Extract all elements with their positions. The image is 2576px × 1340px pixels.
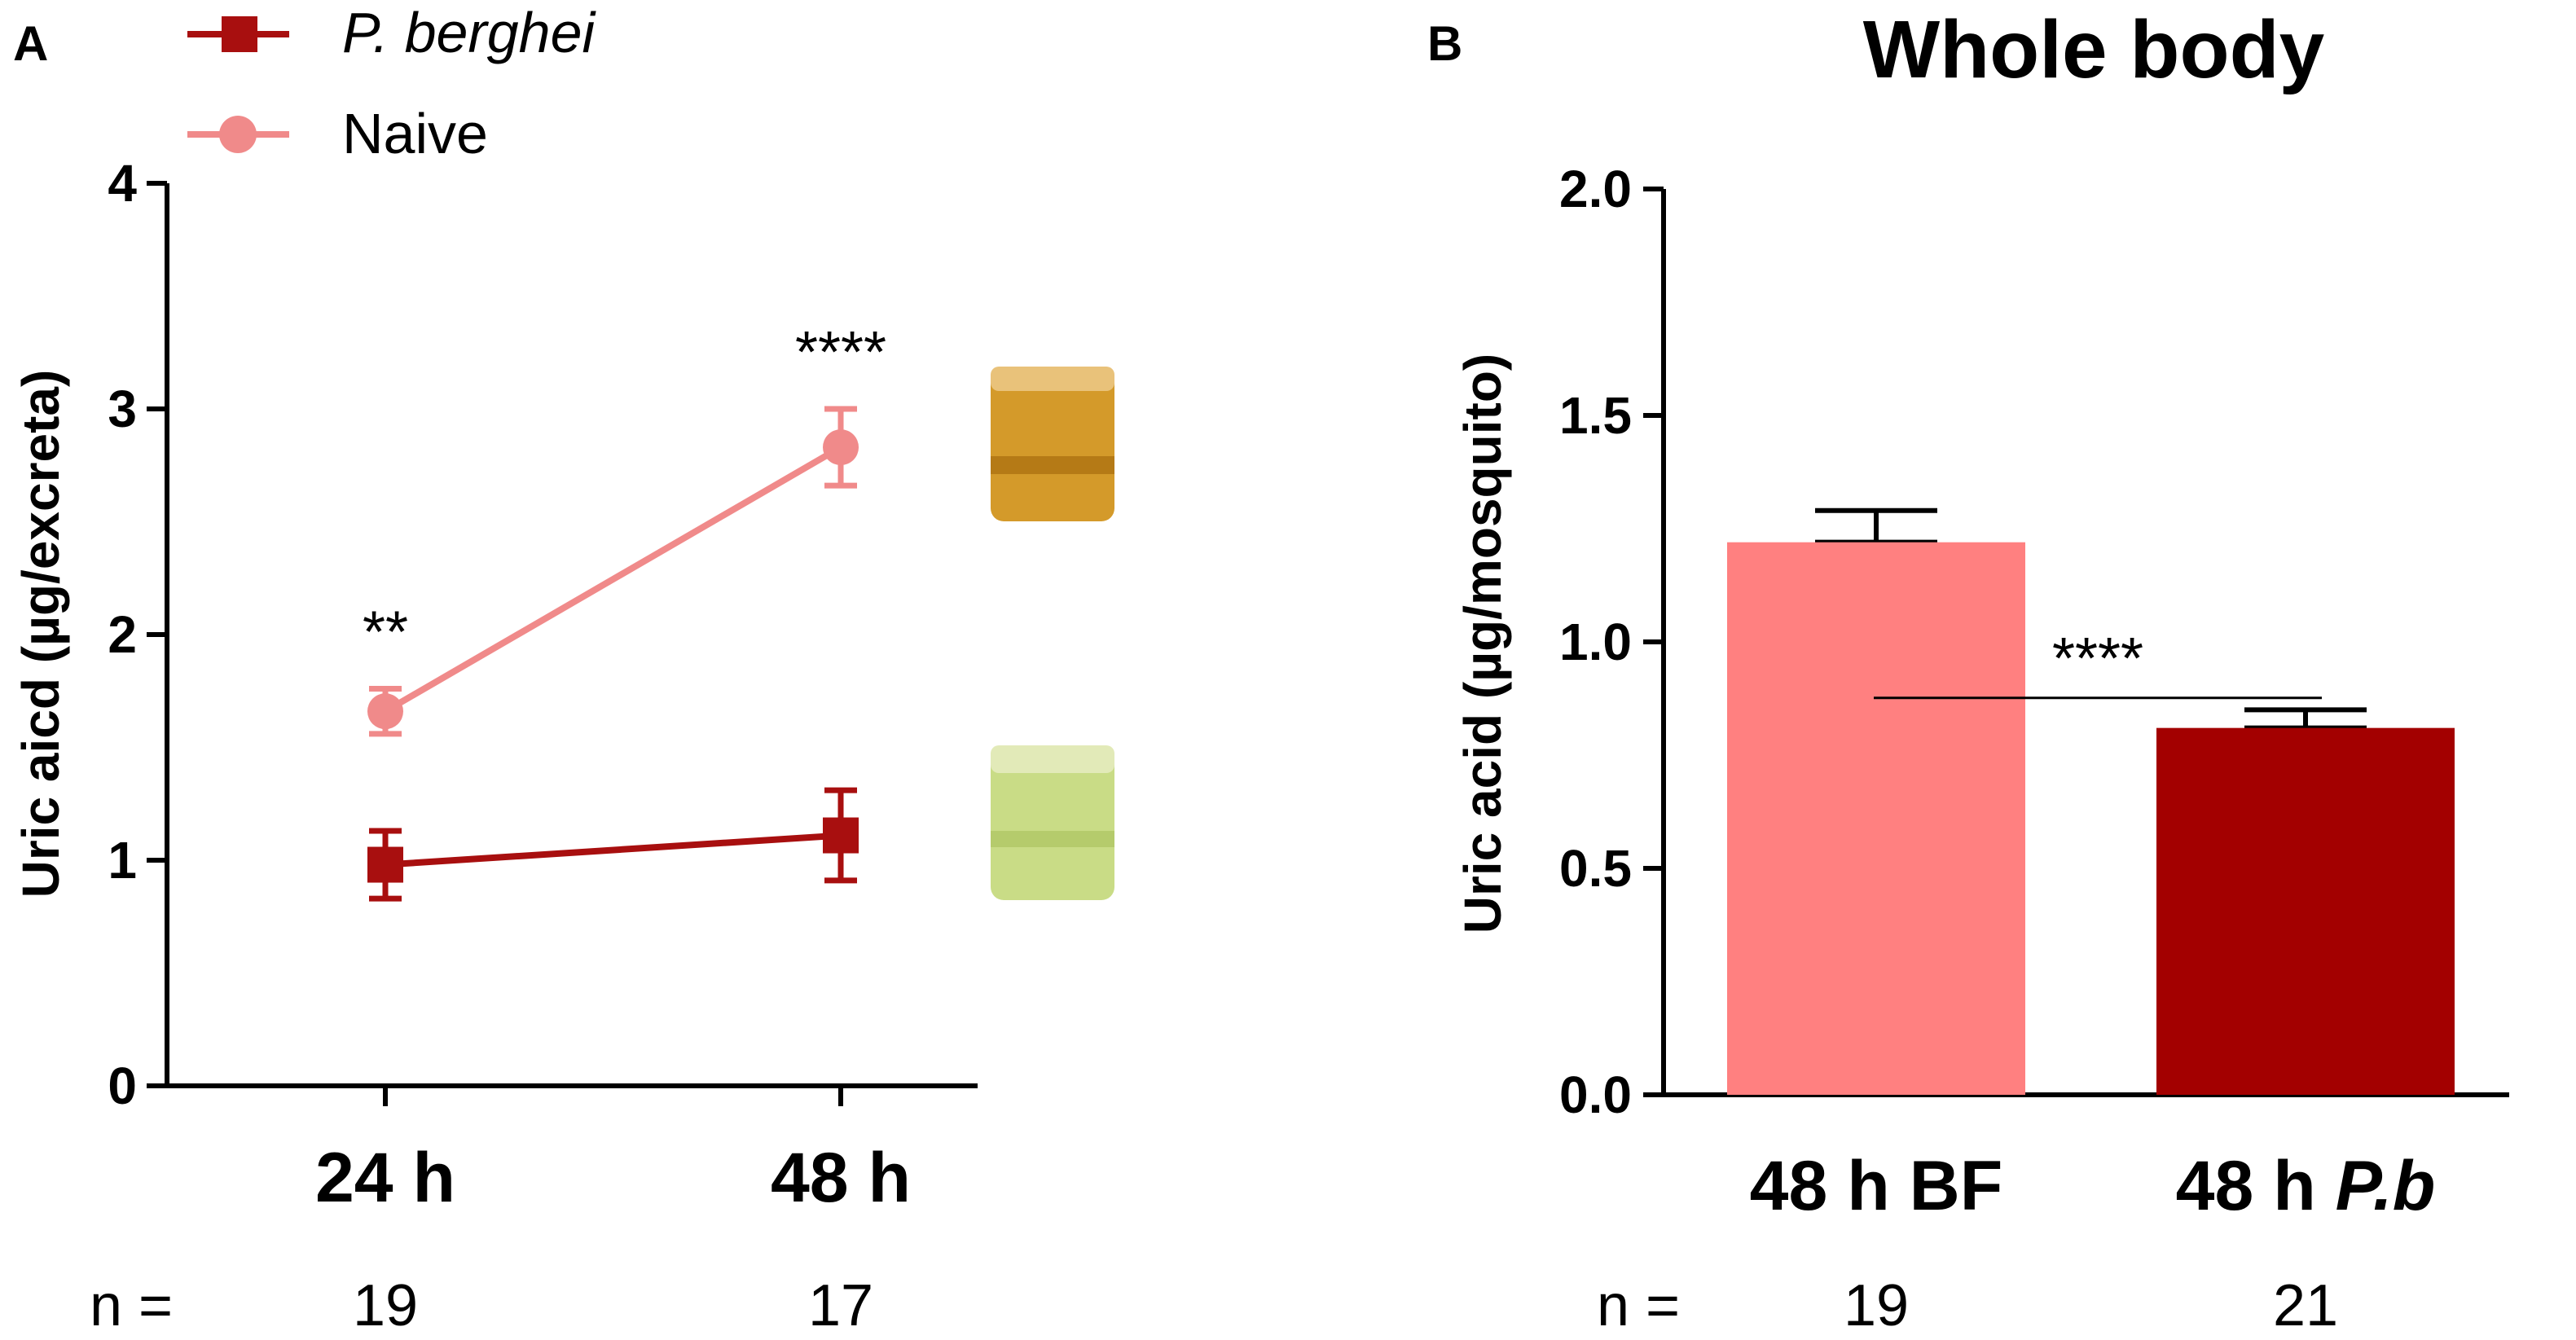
plot-area-a: ****** [363, 320, 886, 902]
infected-excreta-photo [991, 745, 1114, 900]
plot-area-b: **** [1727, 507, 2455, 1095]
x-tick-label-b-pb: 48 h P.b [2176, 1147, 2436, 1225]
y-tick-label-a-2: 2 [108, 605, 137, 664]
data-point-pberghei-1 [823, 817, 859, 854]
n-value-b-bf: 19 [1844, 1273, 1909, 1338]
naive-excreta-photo [991, 367, 1114, 521]
legend-marker-pberghei [222, 16, 257, 52]
y-ticks-b: 0.0 0.5 1.0 1.5 2.0 [1559, 160, 1664, 1124]
y-tick-label-b-0: 0.0 [1559, 1065, 1632, 1124]
y-tick-label-a-4: 4 [108, 154, 137, 213]
panel-a: A P. berghei Naive 0 1 2 3 4 24 h 48 h Uric a… [11, 1, 1114, 1338]
legend-label-naive: Naive [342, 102, 488, 165]
x-tick-label-a-0: 24 h [315, 1139, 455, 1217]
data-point-naive-1 [823, 429, 859, 466]
x-tick-label-b-bf: 48 h BF [1750, 1147, 2003, 1225]
x-tick-label-a-1: 48 h [771, 1139, 911, 1217]
y-axis-label-a: Uric aicd (µg/excreta) [11, 370, 70, 898]
significance-b: **** [2052, 626, 2143, 692]
n-value-a-48h: 17 [808, 1273, 873, 1338]
infected-excreta-photo-band [991, 831, 1114, 847]
excreta-photos [991, 367, 1114, 900]
series-line-naive [383, 444, 843, 714]
n-label-a: n = [90, 1273, 173, 1338]
bar-b-0 [1727, 542, 2025, 1095]
data-point-naive-0 [367, 693, 403, 730]
legend-marker-naive [219, 116, 257, 153]
y-tick-label-a-0: 0 [108, 1057, 137, 1115]
significance-a-0: ** [363, 600, 408, 665]
naive-excreta-photo-top [991, 367, 1114, 391]
y-tick-label-b-2: 1.0 [1559, 613, 1632, 671]
panel-b: B Whole body 0.0 0.5 1.0 1.5 2.0 Uric acid (… [1427, 4, 2509, 1338]
y-tick-label-b-3: 1.5 [1559, 386, 1632, 445]
y-ticks-a: 0 1 2 3 4 [108, 154, 167, 1115]
legend-label-pberghei: P. berghei [342, 1, 597, 64]
y-tick-label-a-1: 1 [108, 831, 137, 890]
bar-b-1 [2156, 727, 2455, 1095]
x-ticks-a: 24 h 48 h [315, 1086, 911, 1217]
chart-title-b: Whole body [1863, 4, 2325, 95]
panel-b-letter: B [1427, 16, 1462, 71]
naive-excreta-photo-band [991, 456, 1114, 474]
significance-a-1: **** [795, 320, 886, 385]
panel-a-letter: A [13, 16, 48, 71]
y-tick-label-b-4: 2.0 [1559, 160, 1632, 218]
n-value-a-24h: 19 [353, 1273, 418, 1338]
y-tick-label-a-3: 3 [108, 380, 137, 438]
n-label-b: n = [1597, 1273, 1680, 1338]
legend-item-pberghei: P. berghei [187, 1, 597, 64]
infected-excreta-photo-top [991, 745, 1114, 773]
y-tick-label-b-1: 0.5 [1559, 839, 1632, 898]
series-line-pberghei [385, 832, 842, 868]
n-value-b-pb: 21 [2273, 1273, 2338, 1338]
legend-item-naive: Naive [187, 102, 488, 165]
legend-a: P. berghei Naive [187, 1, 597, 165]
data-point-pberghei-0 [367, 846, 403, 883]
y-axis-label-b: Uric acid (µg/mosquito) [1453, 354, 1512, 934]
